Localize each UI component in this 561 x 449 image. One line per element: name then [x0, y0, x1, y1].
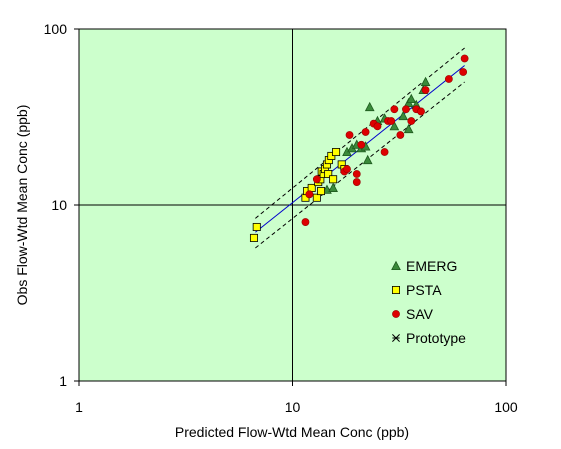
legend-marker-emerg [391, 260, 401, 271]
data-point-emerg [364, 101, 375, 112]
data-point-psta [249, 233, 258, 242]
y-axis-title: Obs Flow-Wtd Mean Conc (ppb) [14, 105, 30, 306]
data-point-sav [343, 165, 351, 173]
data-point-psta [332, 148, 341, 157]
data-point-sav [357, 140, 366, 149]
x-axis-title: Predicted Flow-Wtd Mean Conc (ppb) [175, 424, 409, 440]
data-point-emerg [328, 182, 338, 192]
data-point-sav [301, 218, 310, 226]
data-point-emerg [389, 121, 400, 131]
data-point-sav [380, 148, 389, 156]
data-point-sav [312, 175, 321, 184]
data-point-sav [352, 170, 361, 178]
y-tick-label: 100 [44, 21, 68, 37]
data-point-emerg [398, 110, 409, 121]
data-point-sav [460, 54, 469, 63]
legend-marker-sav [392, 310, 400, 318]
confidence-band-line [255, 47, 465, 219]
data-point-psta [317, 187, 326, 196]
data-point-sav [305, 190, 314, 199]
data-point-emerg [406, 93, 417, 104]
confidence-band-line [255, 81, 465, 249]
data-point-sav [402, 105, 410, 114]
data-point-sav [352, 178, 361, 186]
data-point-sav [361, 128, 370, 136]
x-tick-label: 1 [75, 399, 83, 415]
data-point-sav [444, 75, 453, 83]
y-tick-label: 1 [59, 373, 67, 389]
legend-label-emerg: EMERG [406, 258, 457, 274]
data-point-sav [417, 107, 425, 116]
data-point-sav [345, 131, 354, 139]
data-point-sav [421, 86, 430, 94]
data-point-emerg [362, 154, 373, 165]
legend-marker-psta [391, 285, 400, 294]
data-point-sav [459, 68, 468, 76]
data-point-sav [390, 105, 399, 114]
y-tick-label: 10 [51, 197, 67, 213]
axis-ticks: 1 10 100 1 10 100 [44, 21, 518, 415]
data-point-emerg [420, 76, 431, 86]
legend-marker-prototype [392, 334, 400, 342]
data-point-emerg [403, 123, 414, 134]
data-point-sav [396, 131, 405, 139]
data-point-sav [373, 122, 382, 131]
legend: EMERG PSTA SAV Prototype [391, 258, 466, 346]
legend-label-sav: SAV [406, 306, 434, 322]
grid-lines [79, 29, 506, 381]
legend-label-prototype: Prototype [406, 330, 466, 346]
data-point-sav [387, 117, 396, 125]
x-tick-label: 10 [285, 399, 301, 415]
legend-label-psta: PSTA [406, 282, 442, 298]
data-points [249, 54, 469, 242]
data-point-psta [312, 193, 321, 202]
data-point-psta [329, 175, 338, 184]
data-point-psta [252, 222, 261, 231]
data-point-sav [407, 117, 416, 125]
data-point-psta [324, 170, 333, 179]
x-tick-label: 100 [494, 399, 518, 415]
